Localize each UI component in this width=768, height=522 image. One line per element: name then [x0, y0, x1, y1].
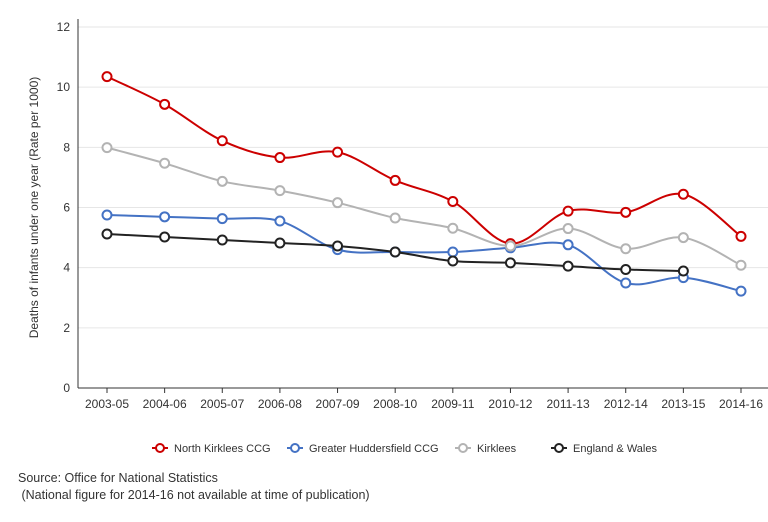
data-point[interactable]	[677, 188, 689, 200]
data-point[interactable]	[216, 175, 228, 187]
data-point[interactable]	[332, 146, 344, 158]
data-point[interactable]	[274, 152, 286, 164]
legend-marker	[290, 443, 300, 453]
y-tick-label: 2	[63, 321, 70, 335]
data-point[interactable]	[159, 157, 171, 169]
legend-marker	[458, 443, 468, 453]
x-tick-label: 2011-13	[547, 397, 590, 411]
source-text: Source: Office for National Statistics	[18, 471, 218, 485]
y-tick-label: 8	[63, 140, 70, 154]
y-axis-label: Deaths of infants under one year (Rate p…	[27, 77, 41, 339]
data-point[interactable]	[216, 234, 228, 246]
y-tick-label: 6	[63, 201, 70, 215]
x-tick-label: 2010-12	[488, 397, 532, 411]
data-point[interactable]	[159, 231, 171, 243]
data-point[interactable]	[332, 197, 344, 209]
x-tick-label: 2005-07	[200, 397, 244, 411]
legend-label: North Kirklees CCG	[174, 443, 271, 455]
data-point[interactable]	[159, 211, 171, 223]
data-point[interactable]	[101, 71, 113, 83]
legend-item[interactable]: England & Wales	[551, 443, 657, 455]
x-tick-label: 2003-05	[85, 397, 129, 411]
data-point[interactable]	[620, 263, 632, 275]
data-point[interactable]	[389, 212, 401, 224]
x-tick-label: 2007-09	[316, 397, 360, 411]
data-point[interactable]	[389, 246, 401, 258]
legend-label: Kirklees	[477, 443, 517, 455]
data-point[interactable]	[447, 222, 459, 234]
data-point[interactable]	[389, 174, 401, 186]
data-point[interactable]	[101, 228, 113, 240]
x-tick-label: 2006-08	[258, 397, 302, 411]
data-point[interactable]	[562, 205, 574, 217]
x-tick-label: 2009-11	[431, 397, 474, 411]
data-point[interactable]	[447, 195, 459, 207]
x-tick-label: 2013-15	[661, 397, 705, 411]
data-point[interactable]	[677, 232, 689, 244]
x-tick-label: 2004-06	[143, 397, 187, 411]
y-tick-label: 10	[57, 80, 71, 94]
series-line	[106, 146, 742, 267]
legend-marker	[155, 443, 165, 453]
data-point[interactable]	[620, 243, 632, 255]
data-point[interactable]	[504, 257, 516, 269]
data-point[interactable]	[620, 277, 632, 289]
x-tick-label: 2014-16	[719, 397, 763, 411]
data-point[interactable]	[562, 260, 574, 272]
legend-item[interactable]: Greater Huddersfield CCG	[287, 443, 439, 455]
data-point[interactable]	[562, 239, 574, 251]
y-tick-label: 0	[63, 381, 70, 395]
source-note: (National figure for 2014-16 not availab…	[18, 488, 370, 502]
data-point[interactable]	[735, 285, 747, 297]
data-point[interactable]	[216, 213, 228, 225]
data-point[interactable]	[620, 206, 632, 218]
legend-marker	[554, 443, 564, 453]
legend-label: England & Wales	[573, 443, 657, 455]
y-tick-label: 4	[63, 261, 70, 275]
line-chart: 0 2 4 6 8 10 12 2003-05 2004-06 2005-07 2006-08 200…	[27, 19, 768, 455]
data-point[interactable]	[216, 135, 228, 147]
data-point[interactable]	[101, 142, 113, 154]
data-point[interactable]	[159, 98, 171, 110]
legend-label: Greater Huddersfield CCG	[309, 443, 439, 455]
y-tick-label: 12	[57, 20, 71, 34]
data-point[interactable]	[504, 240, 516, 252]
data-point[interactable]	[735, 259, 747, 271]
data-point[interactable]	[274, 237, 286, 249]
data-point[interactable]	[101, 209, 113, 221]
data-point[interactable]	[562, 223, 574, 235]
data-point[interactable]	[274, 215, 286, 227]
data-point[interactable]	[447, 255, 459, 267]
x-tick-label: 2008-10	[373, 397, 417, 411]
data-point[interactable]	[735, 230, 747, 242]
x-tick-label: 2012-14	[604, 397, 648, 411]
series-line	[106, 75, 742, 245]
data-point[interactable]	[332, 240, 344, 252]
series-line	[106, 214, 742, 293]
data-point[interactable]	[677, 265, 689, 277]
data-point[interactable]	[274, 185, 286, 197]
legend-item[interactable]: North Kirklees CCG	[152, 443, 271, 455]
legend-item[interactable]: Kirklees	[455, 443, 517, 455]
data-point[interactable]	[447, 246, 459, 258]
